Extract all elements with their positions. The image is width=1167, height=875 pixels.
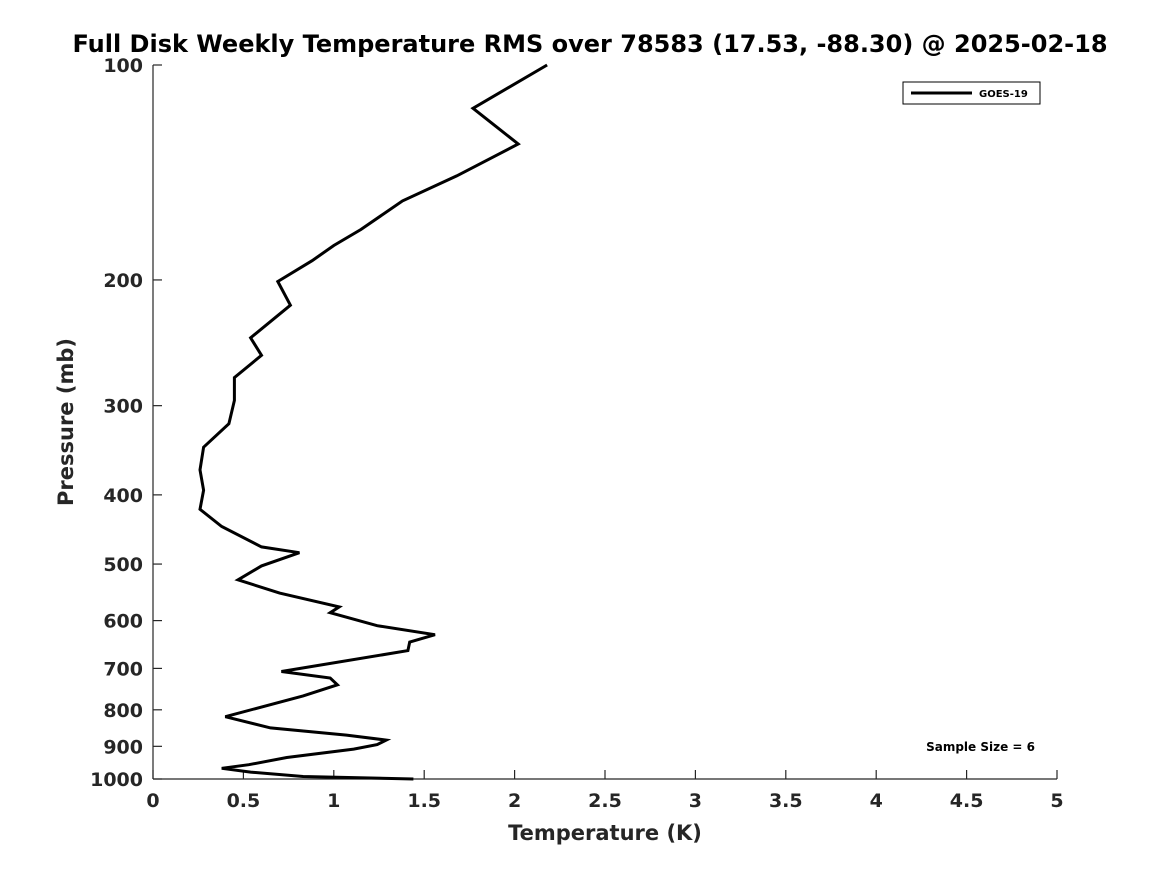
y-ticks: 100 200 300 400 500 600 700 800 900 1000 (90, 55, 162, 791)
y-tick-label: 700 (103, 658, 143, 680)
y-tick-label: 600 (103, 611, 143, 633)
x-tick-label: 1 (327, 790, 340, 812)
legend: GOES-19 (902, 81, 1041, 105)
x-axis-label: Temperature (K) (508, 821, 702, 845)
y-axis-label: Pressure (mb) (54, 338, 78, 506)
y-tick-label: 1000 (90, 769, 143, 791)
x-tick-label: 3.5 (769, 790, 803, 812)
x-tick-label: 2 (508, 790, 521, 812)
series-points (200, 65, 547, 779)
x-ticks: 0 0.5 1 1.5 2 2.5 3 3.5 4 4.5 5 (146, 770, 1064, 812)
y-tick-label: 300 (103, 396, 143, 418)
x-tick-label: 1.5 (407, 790, 441, 812)
y-tick-label: 500 (103, 554, 143, 576)
sample-size-annotation: Sample Size = 6 (926, 740, 1035, 754)
x-tick-label: 4.5 (950, 790, 984, 812)
y-tick-label: 200 (103, 270, 143, 292)
x-tick-label: 5 (1050, 790, 1063, 812)
legend-label: GOES-19 (979, 89, 1028, 100)
x-tick-label: 3 (689, 790, 702, 812)
series-line-goes-19 (198, 63, 548, 781)
x-tick-label: 0 (146, 790, 159, 812)
y-tick-label: 100 (103, 55, 143, 77)
series-layer (198, 63, 548, 781)
x-tick-label: 2.5 (588, 790, 622, 812)
chart-title: Full Disk Weekly Temperature RMS over 78… (72, 30, 1107, 58)
y-tick-label: 800 (103, 700, 143, 722)
x-tick-label: 0.5 (227, 790, 261, 812)
x-tick-label: 4 (870, 790, 883, 812)
y-tick-label: 900 (103, 736, 143, 758)
y-tick-label: 400 (103, 485, 143, 507)
